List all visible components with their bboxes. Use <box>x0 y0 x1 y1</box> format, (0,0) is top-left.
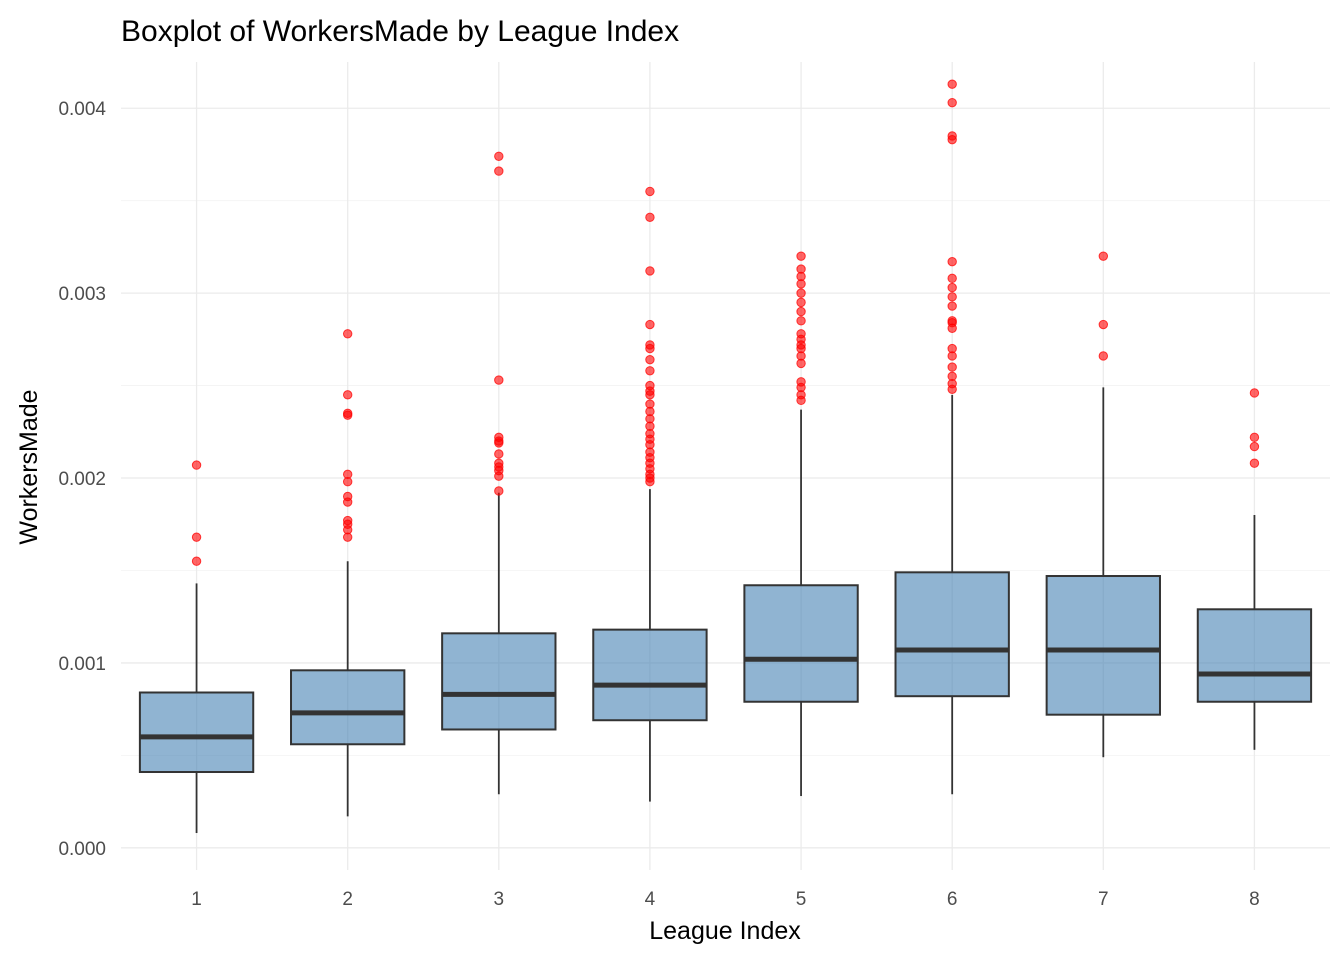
box-league-4 <box>592 489 708 802</box>
outlier-point <box>645 186 655 197</box>
y-axis-title: WorkersMade <box>15 389 43 544</box>
outlier-point <box>796 288 806 298</box>
outlier-point <box>191 532 202 542</box>
y-tick-label: 0.004 <box>58 99 106 120</box>
outlier-point <box>947 256 957 267</box>
iqr-box <box>441 632 557 731</box>
outlier-point <box>1098 251 1109 261</box>
iqr-box <box>743 584 859 703</box>
iqr-box <box>1045 575 1161 716</box>
outlier-point <box>947 79 957 89</box>
outlier-point <box>494 458 504 468</box>
outlier-point <box>796 377 806 387</box>
x-axis-title: League Index <box>649 917 801 945</box>
outlier-point <box>645 319 655 330</box>
outlier-point <box>947 343 957 354</box>
outlier-point <box>342 390 353 400</box>
box-league-5 <box>743 409 859 797</box>
x-tick-label: 2 <box>342 889 353 910</box>
x-tick-label: 1 <box>191 889 202 910</box>
chart-title: Boxplot of WorkersMade by League Index <box>121 15 679 48</box>
outlier-point <box>342 329 353 339</box>
outlier-point <box>796 306 806 317</box>
box-league-8 <box>1196 514 1313 750</box>
outlier-point <box>796 297 806 308</box>
outlier-point <box>1249 458 1260 468</box>
outlier-point <box>1249 388 1260 398</box>
outlier-point <box>342 515 353 526</box>
y-tick-label: 0.001 <box>58 654 106 675</box>
outlier-point <box>645 354 655 365</box>
outlier-point <box>645 399 655 409</box>
outlier-point <box>1098 351 1109 361</box>
outlier-point <box>1098 319 1109 330</box>
x-tick-label: 7 <box>1098 889 1109 910</box>
outlier-point <box>494 166 504 176</box>
outlier-point <box>645 380 655 391</box>
outlier-point <box>947 371 957 382</box>
box-league-2 <box>290 561 406 817</box>
outlier-point <box>494 432 504 443</box>
outlier-point <box>796 264 806 274</box>
box-league-6 <box>894 394 1010 795</box>
outlier-point <box>947 316 957 326</box>
box-league-3 <box>441 492 557 795</box>
outlier-point <box>494 486 504 496</box>
boxes <box>138 387 1313 834</box>
outlier-point <box>494 375 504 385</box>
x-tick-label: 4 <box>645 889 656 910</box>
outlier-point <box>947 97 957 108</box>
outlier-point <box>796 329 806 339</box>
outliers <box>191 79 1260 566</box>
outlier-point <box>947 362 957 372</box>
outlier-point <box>1249 432 1260 443</box>
y-axis-tick-labels: 0.000 0.001 0.002 0.003 0.004 <box>58 99 106 860</box>
box-league-7 <box>1045 387 1161 758</box>
outlier-point <box>796 316 806 326</box>
outlier-point <box>342 491 353 502</box>
outlier-point <box>947 301 957 311</box>
grid-lines <box>121 62 1330 870</box>
outlier-point <box>947 282 957 293</box>
outlier-point <box>947 273 957 284</box>
iqr-box <box>1196 608 1313 703</box>
iqr-box <box>290 669 406 746</box>
outlier-point <box>645 340 655 350</box>
box-league-1 <box>138 583 255 834</box>
x-tick-label: 5 <box>796 889 807 910</box>
x-axis-tick-labels: 1 2 3 4 5 6 7 8 <box>191 889 1259 910</box>
outlier-point <box>494 151 504 161</box>
x-tick-label: 8 <box>1249 889 1260 910</box>
outlier-point <box>191 556 202 566</box>
y-tick-label: 0.003 <box>58 284 106 305</box>
y-tick-label: 0.000 <box>58 839 106 860</box>
x-tick-label: 6 <box>947 889 958 910</box>
outlier-point <box>191 460 202 470</box>
outlier-point <box>796 251 806 261</box>
outlier-point <box>342 469 353 480</box>
y-tick-label: 0.002 <box>58 469 106 490</box>
outlier-point <box>947 292 957 302</box>
outlier-point <box>645 366 655 376</box>
x-tick-label: 3 <box>494 889 505 910</box>
iqr-box <box>894 571 1010 698</box>
outlier-point <box>947 131 957 141</box>
outlier-point <box>494 449 504 459</box>
iqr-box <box>592 628 708 722</box>
outlier-point <box>1249 441 1260 452</box>
outlier-point <box>645 212 655 223</box>
outlier-point <box>342 408 353 419</box>
outlier-point <box>645 266 655 276</box>
iqr-box <box>138 691 255 774</box>
